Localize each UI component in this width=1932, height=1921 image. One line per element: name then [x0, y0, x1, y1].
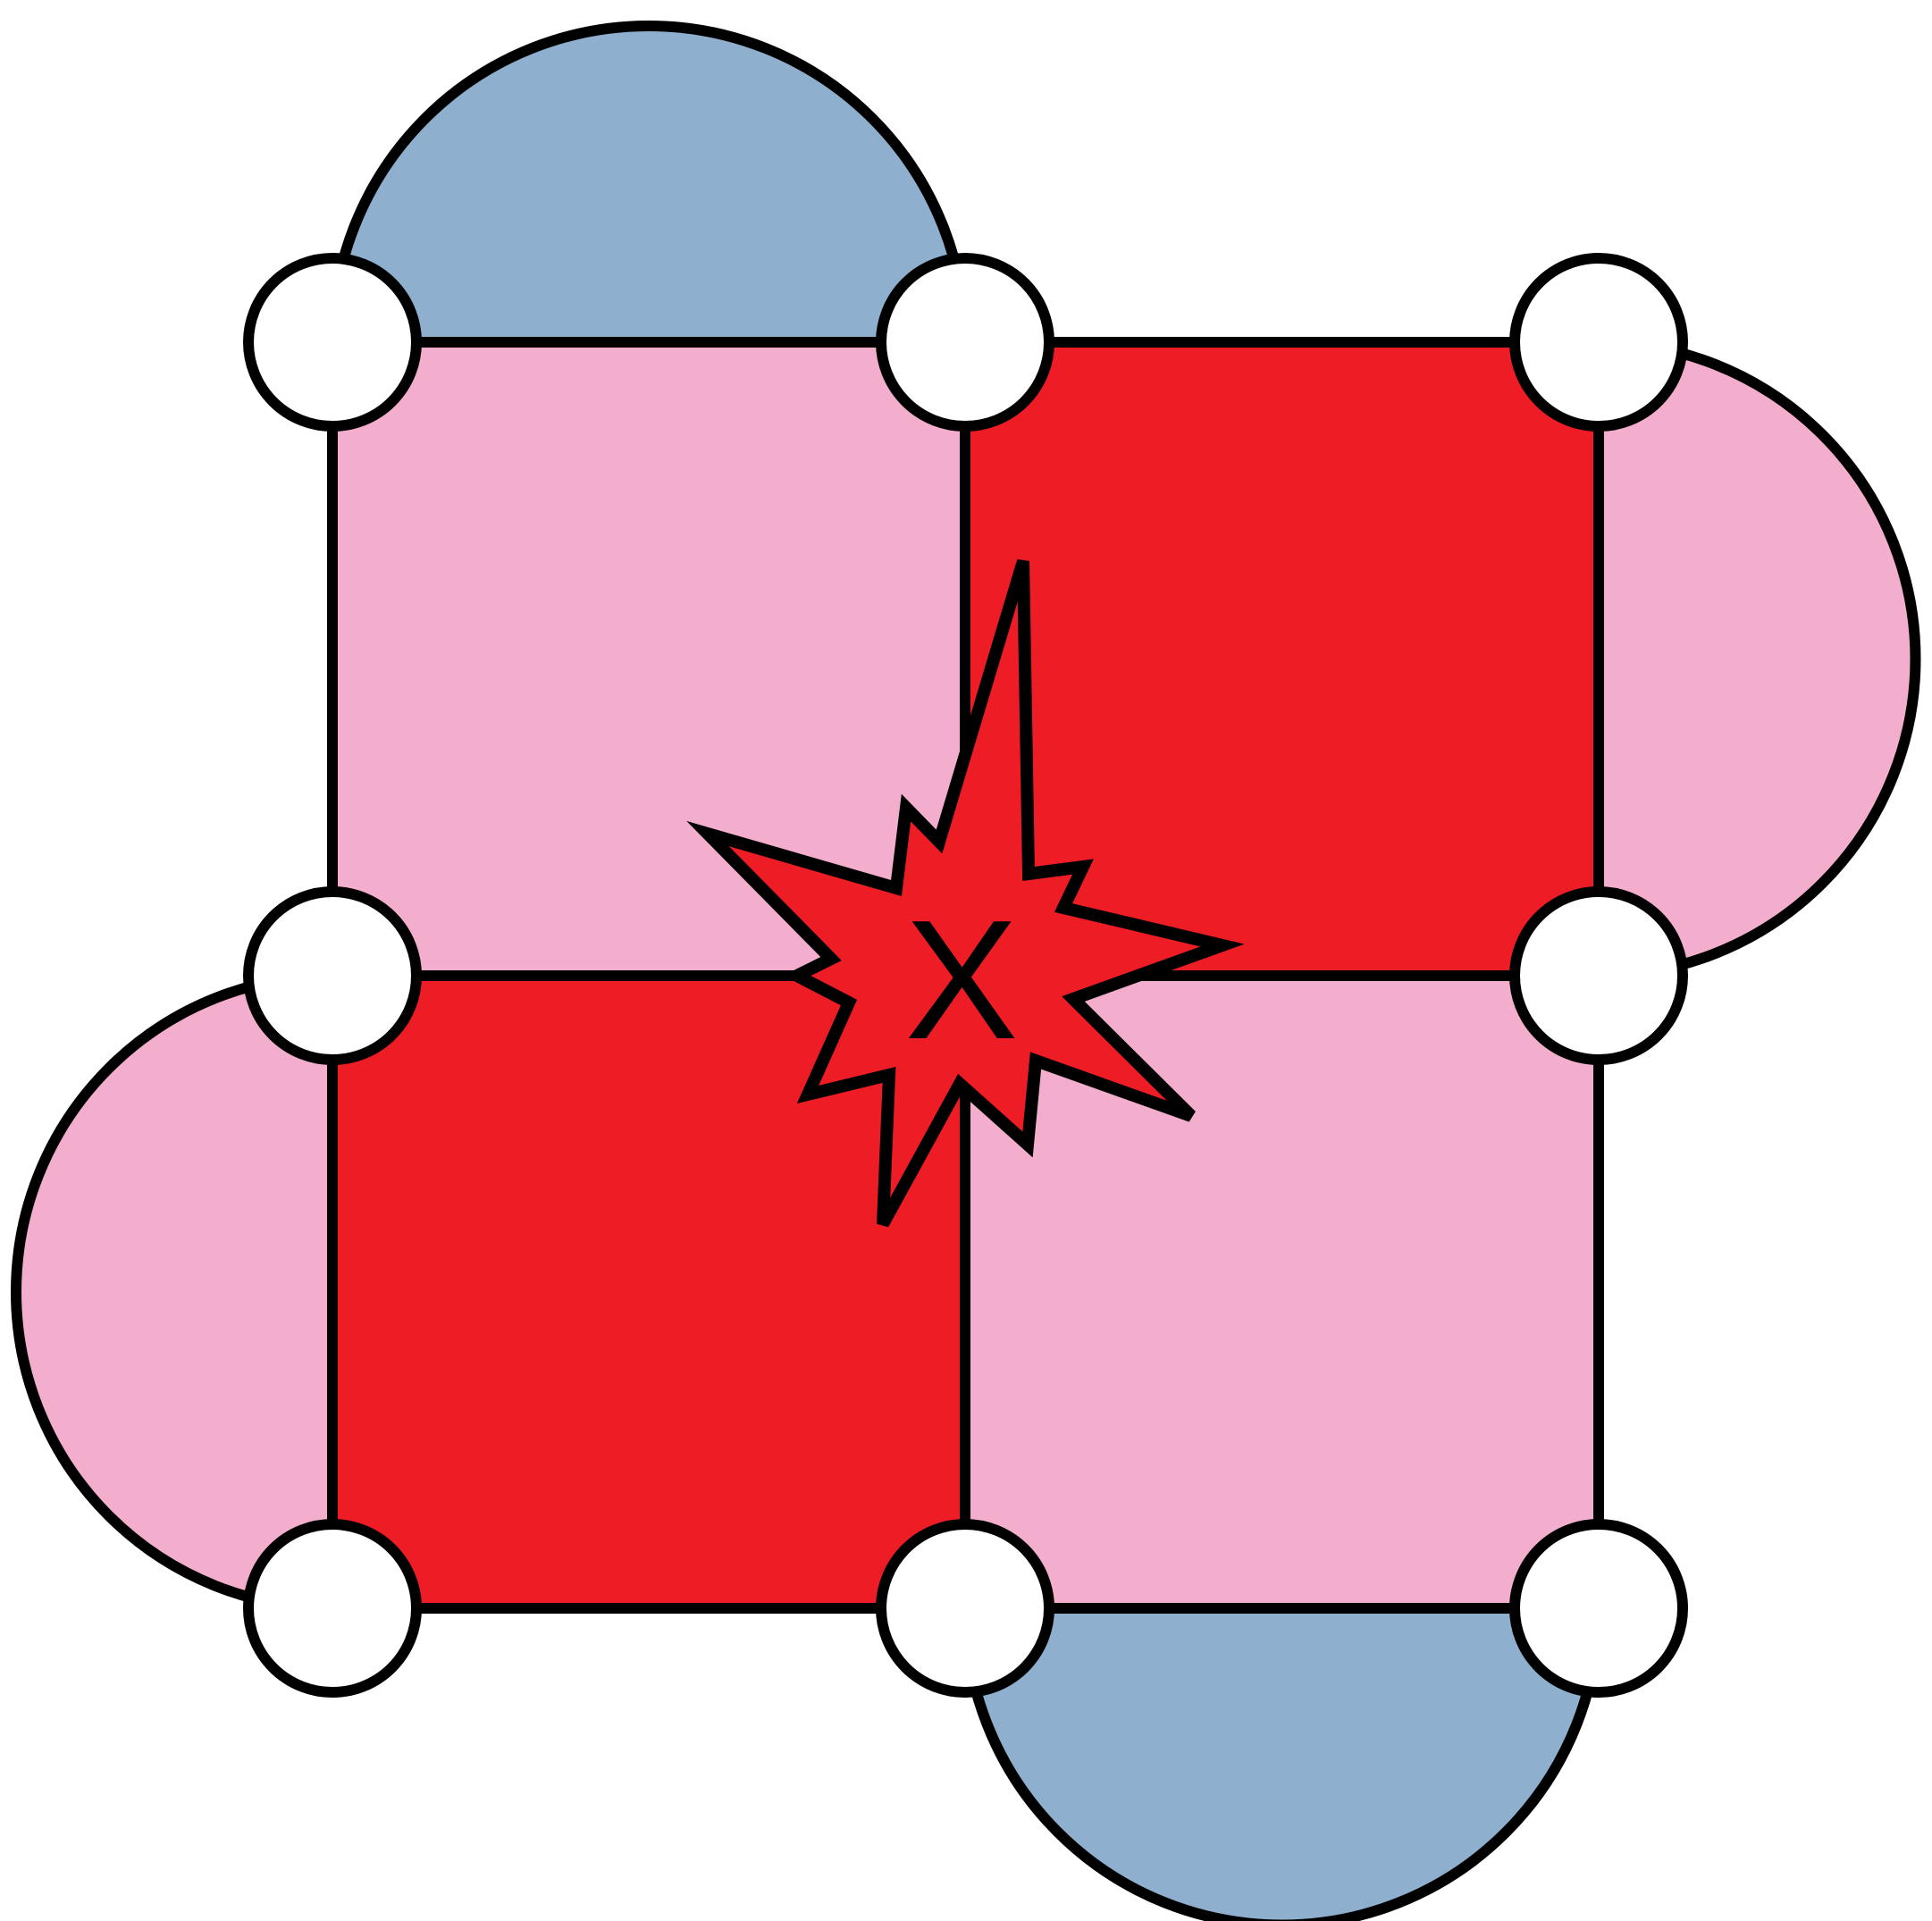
center-label: X: [905, 885, 1019, 1075]
node-bottom-center[interactable]: [876, 1519, 1054, 1698]
half-disc-bottom: [959, 1603, 1605, 1921]
node-top-right[interactable]: [1509, 253, 1688, 432]
nodes: [243, 253, 1688, 1698]
explosion-marker: X: [686, 558, 1245, 1228]
node-bottom-left[interactable]: [243, 1519, 422, 1698]
node-top-left[interactable]: [243, 253, 422, 432]
node-middle-right[interactable]: [1509, 886, 1688, 1065]
node-top-center[interactable]: [876, 253, 1054, 432]
half-disc-right: [1593, 336, 1921, 982]
half-disc-left: [11, 969, 338, 1615]
node-bottom-right[interactable]: [1509, 1519, 1688, 1698]
half-disc-top: [326, 21, 971, 348]
square-bottom-right: [960, 970, 1604, 1614]
square-top-left: [327, 337, 970, 981]
node-middle-left[interactable]: [243, 886, 422, 1065]
explosion-star-shape: [686, 558, 1245, 1228]
